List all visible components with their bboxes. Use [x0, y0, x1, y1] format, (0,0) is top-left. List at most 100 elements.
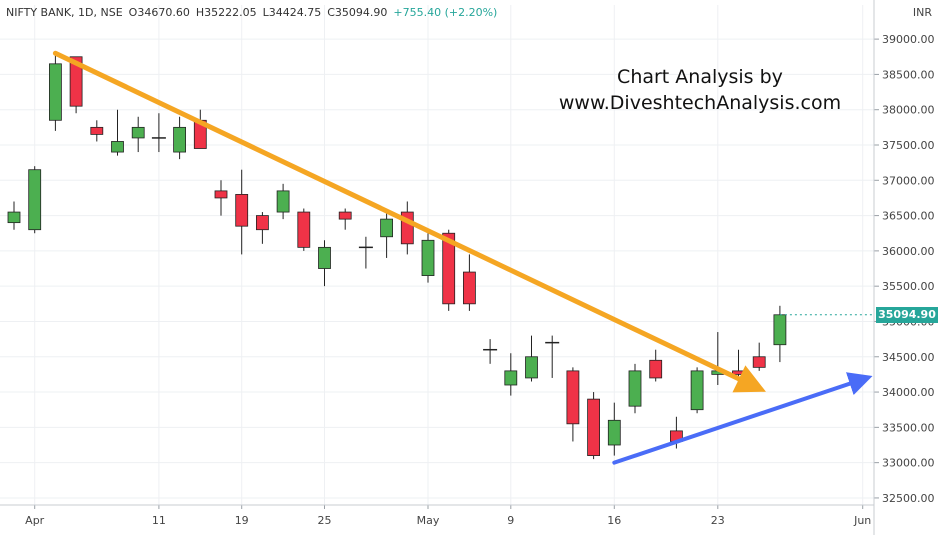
candle-body [649, 359, 663, 379]
candle [49, 53, 62, 131]
candle [28, 166, 42, 234]
candle [131, 116, 145, 153]
y-tick-label: 36000.00 [882, 245, 935, 258]
x-tick-label: 9 [507, 514, 514, 527]
candle [214, 180, 228, 216]
candle-body [131, 126, 145, 139]
y-tick-label: 35500.00 [882, 280, 935, 293]
candle [462, 254, 476, 311]
candle-body [587, 398, 600, 456]
candle-body [235, 194, 249, 227]
y-tick-label: 36500.00 [882, 210, 935, 223]
candle [525, 335, 538, 382]
candle-body [69, 56, 83, 107]
candle-body [49, 63, 62, 121]
candle [380, 212, 394, 258]
candle [483, 339, 498, 364]
y-tick-label: 33500.00 [882, 421, 935, 434]
candle-body [255, 215, 269, 231]
candle [235, 169, 249, 255]
candle [338, 208, 352, 230]
time-axis[interactable]: Apr 11 19 25 May 9 16 23 Jun [0, 504, 874, 527]
candle [173, 116, 187, 160]
candle-body [752, 356, 766, 368]
candle-body [732, 370, 745, 375]
x-tick-label: 16 [607, 514, 621, 527]
candle-body [628, 370, 642, 407]
candle-body [380, 218, 394, 238]
candles [7, 53, 787, 460]
candle [193, 109, 207, 149]
symbol-header: NIFTY BANK, 1D, NSE O34670.60 H35222.05 L34… [6, 6, 503, 19]
symbol-label[interactable]: NIFTY BANK, 1D, NSE [6, 6, 123, 19]
candle [255, 212, 269, 244]
x-tick-label: 19 [235, 514, 249, 527]
downtrend-line [52, 50, 766, 393]
candle-body [421, 239, 435, 276]
candle [690, 367, 704, 414]
y-tick-label: 38000.00 [882, 104, 935, 117]
candle-body [214, 190, 228, 199]
candle [151, 113, 166, 153]
candle-body [338, 211, 352, 220]
y-tick-label: 38500.00 [882, 68, 935, 81]
candle-body [462, 271, 476, 305]
candle-body [276, 190, 290, 213]
y-tick-label: 37000.00 [882, 174, 935, 187]
candle-body [690, 370, 704, 411]
candle-body [173, 126, 187, 153]
open-value: O34670.60 [128, 6, 190, 19]
candle [358, 236, 373, 269]
candle [628, 363, 642, 414]
trendlines [52, 50, 874, 465]
candle [504, 353, 518, 396]
watermark: Chart Analysis by www.DiveshtechAnalysis… [510, 64, 890, 116]
x-tick-label: 23 [711, 514, 725, 527]
candle [545, 335, 560, 378]
candle [752, 342, 766, 371]
candle [7, 201, 21, 230]
candle [318, 240, 331, 287]
x-tick-label: Apr [25, 514, 45, 527]
candle [773, 305, 787, 363]
candle [566, 367, 580, 442]
x-tick-label: May [417, 514, 440, 527]
candle-body [525, 356, 538, 379]
uptrend-line [612, 372, 873, 465]
x-tick-label: Jun [853, 514, 871, 527]
candle-body [318, 246, 331, 269]
candle [111, 109, 124, 156]
high-value: H35222.05 [195, 6, 257, 19]
candle-body [28, 169, 42, 231]
watermark-line-1: Chart Analysis by [617, 66, 783, 88]
currency-label: INR [912, 6, 932, 19]
candle-body [607, 419, 621, 446]
candle [297, 208, 311, 251]
candle [587, 392, 600, 460]
candle-body [442, 232, 456, 305]
watermark-line-2: www.DiveshtechAnalysis.com [558, 92, 842, 114]
close-value: C35094.90 [327, 6, 388, 19]
candle [649, 349, 663, 382]
candle-body [773, 314, 787, 346]
y-tick-label: 33000.00 [882, 457, 935, 470]
y-tick-label: 32500.00 [882, 492, 935, 505]
y-tick-label: 37500.00 [882, 139, 935, 152]
y-tick-label: 34500.00 [882, 351, 935, 364]
candle-body [504, 370, 518, 386]
candle-body [7, 211, 21, 224]
candle-body [111, 141, 124, 153]
candle [400, 201, 414, 255]
y-tick-label: 39000.00 [882, 33, 935, 46]
candle [607, 402, 621, 456]
candle [276, 183, 290, 220]
candle [90, 120, 104, 142]
low-value: L34424.75 [262, 6, 322, 19]
candle [711, 332, 725, 385]
x-tick-label: 11 [152, 514, 166, 527]
y-tick-label: 34000.00 [882, 386, 935, 399]
last-price-badge: 35094.90 [876, 307, 938, 323]
candle [732, 349, 745, 378]
candle-body [90, 126, 104, 135]
